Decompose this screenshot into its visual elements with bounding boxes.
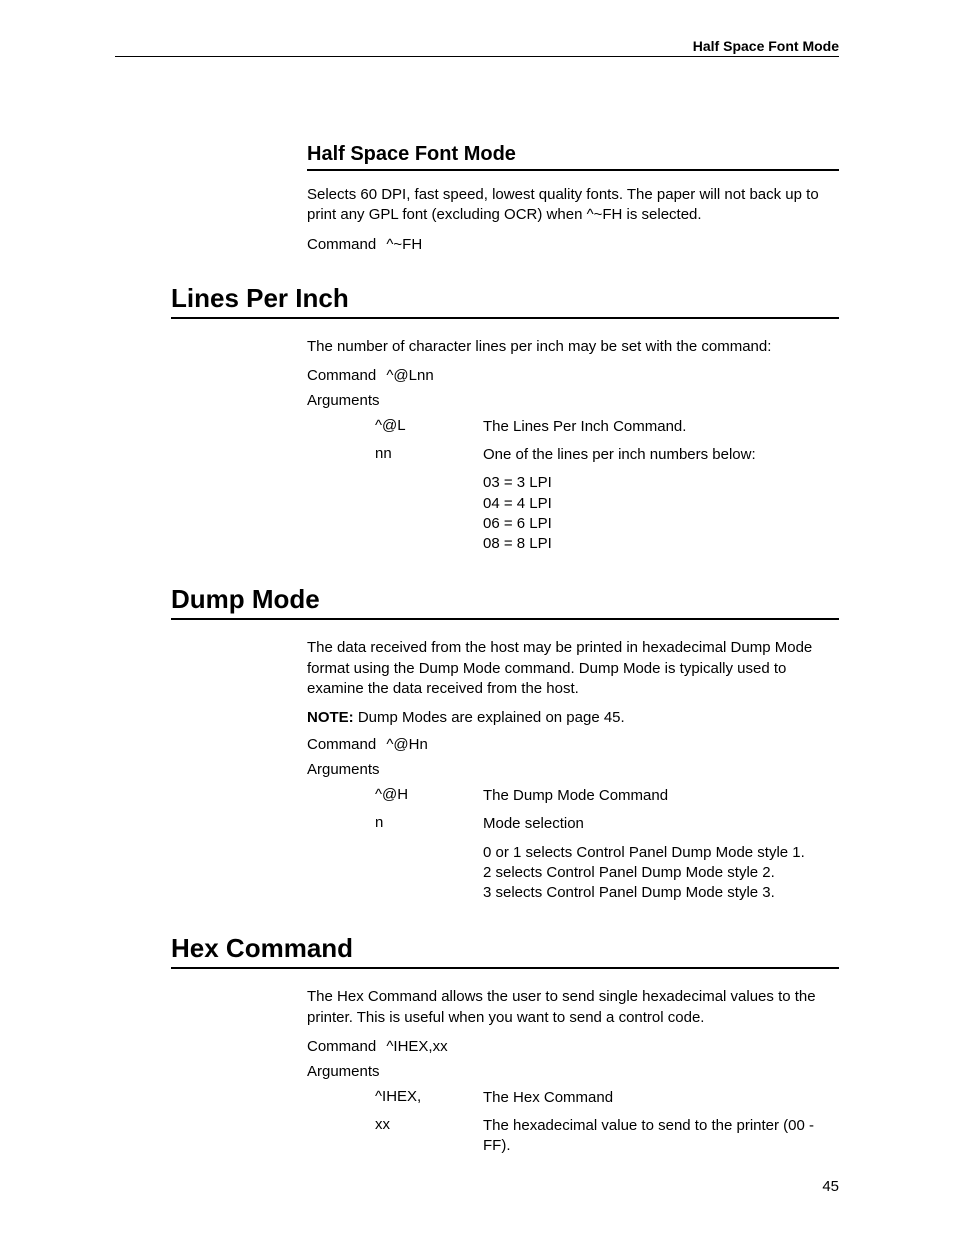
command-value: ^@Lnn	[386, 367, 433, 384]
argument-key: nn	[375, 445, 483, 462]
intro-half-space: Selects 60 DPI, fast speed, lowest quali…	[307, 185, 839, 226]
note-label: NOTE:	[307, 709, 354, 726]
section-title-dump: Dump Mode	[171, 584, 839, 620]
command-line-hex: Command ^IHEX,xx	[307, 1038, 839, 1055]
arguments-table-dump: ^@H The Dump Mode Command n Mode selecti…	[375, 786, 839, 903]
argument-row: ^IHEX, The Hex Command	[375, 1088, 839, 1108]
command-label: Command	[307, 236, 376, 253]
section-dump: The data received from the host may be p…	[307, 638, 839, 903]
arguments-label: Arguments	[307, 761, 839, 778]
section-title-half-space: Half Space Font Mode	[307, 143, 839, 171]
arguments-table-hex: ^IHEX, The Hex Command xx The hexadecima…	[375, 1088, 839, 1157]
note-text: Dump Modes are explained on page 45.	[358, 709, 625, 726]
arguments-table-lpi: ^@L The Lines Per Inch Command. nn One o…	[375, 417, 839, 555]
command-line-half-space: Command ^~FH	[307, 236, 839, 253]
intro-dump: The data received from the host may be p…	[307, 638, 839, 699]
note-line: NOTE: Dump Modes are explained on page 4…	[307, 709, 839, 726]
section-half-space: Half Space Font Mode Selects 60 DPI, fas…	[307, 143, 839, 253]
argument-key: ^IHEX,	[375, 1088, 483, 1105]
argument-key: ^@L	[375, 417, 483, 434]
argument-value: The Lines Per Inch Command.	[483, 417, 686, 437]
argument-value: Mode selection	[483, 814, 584, 834]
argument-extra: 03 = 3 LPI 04 = 4 LPI 06 = 6 LPI 08 = 8 …	[483, 473, 839, 554]
command-line-dump: Command ^@Hn	[307, 736, 839, 753]
argument-key: xx	[375, 1116, 483, 1133]
command-label: Command	[307, 367, 376, 384]
argument-row: ^@H The Dump Mode Command	[375, 786, 839, 806]
running-header: Half Space Font Mode	[115, 38, 839, 57]
argument-extra: 0 or 1 selects Control Panel Dump Mode s…	[483, 843, 839, 904]
intro-lpi: The number of character lines per inch m…	[307, 337, 839, 357]
argument-value: The Dump Mode Command	[483, 786, 668, 806]
arguments-label: Arguments	[307, 1063, 839, 1080]
command-value: ^IHEX,xx	[386, 1038, 447, 1055]
command-label: Command	[307, 1038, 376, 1055]
section-hex: The Hex Command allows the user to send …	[307, 987, 839, 1156]
argument-value: The Hex Command	[483, 1088, 613, 1108]
section-lpi: The number of character lines per inch m…	[307, 337, 839, 555]
argument-row: ^@L The Lines Per Inch Command.	[375, 417, 839, 437]
command-value: ^~FH	[386, 236, 422, 253]
argument-value: The hexadecimal value to send to the pri…	[483, 1116, 839, 1157]
page-container: Half Space Font Mode Half Space Font Mod…	[0, 0, 954, 1235]
command-line-lpi: Command ^@Lnn	[307, 367, 839, 384]
argument-value: One of the lines per inch numbers below:	[483, 445, 756, 465]
command-label: Command	[307, 736, 376, 753]
argument-key: ^@H	[375, 786, 483, 803]
page-number: 45	[822, 1178, 839, 1195]
section-title-lpi: Lines Per Inch	[171, 283, 839, 319]
argument-row: xx The hexadecimal value to send to the …	[375, 1116, 839, 1157]
intro-hex: The Hex Command allows the user to send …	[307, 987, 839, 1028]
argument-key: n	[375, 814, 483, 831]
arguments-label: Arguments	[307, 392, 839, 409]
argument-row: nn One of the lines per inch numbers bel…	[375, 445, 839, 465]
argument-row: n Mode selection	[375, 814, 839, 834]
command-value: ^@Hn	[386, 736, 427, 753]
section-title-hex: Hex Command	[171, 933, 839, 969]
